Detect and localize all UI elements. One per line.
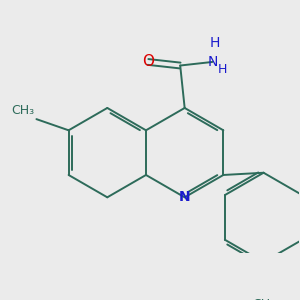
Text: CH₃: CH₃ bbox=[11, 104, 34, 117]
Text: N: N bbox=[207, 55, 218, 69]
Text: H: H bbox=[218, 64, 227, 76]
Text: H: H bbox=[209, 36, 220, 50]
Text: N: N bbox=[179, 190, 190, 204]
Text: CH₃: CH₃ bbox=[252, 298, 275, 300]
Text: O: O bbox=[142, 54, 154, 69]
